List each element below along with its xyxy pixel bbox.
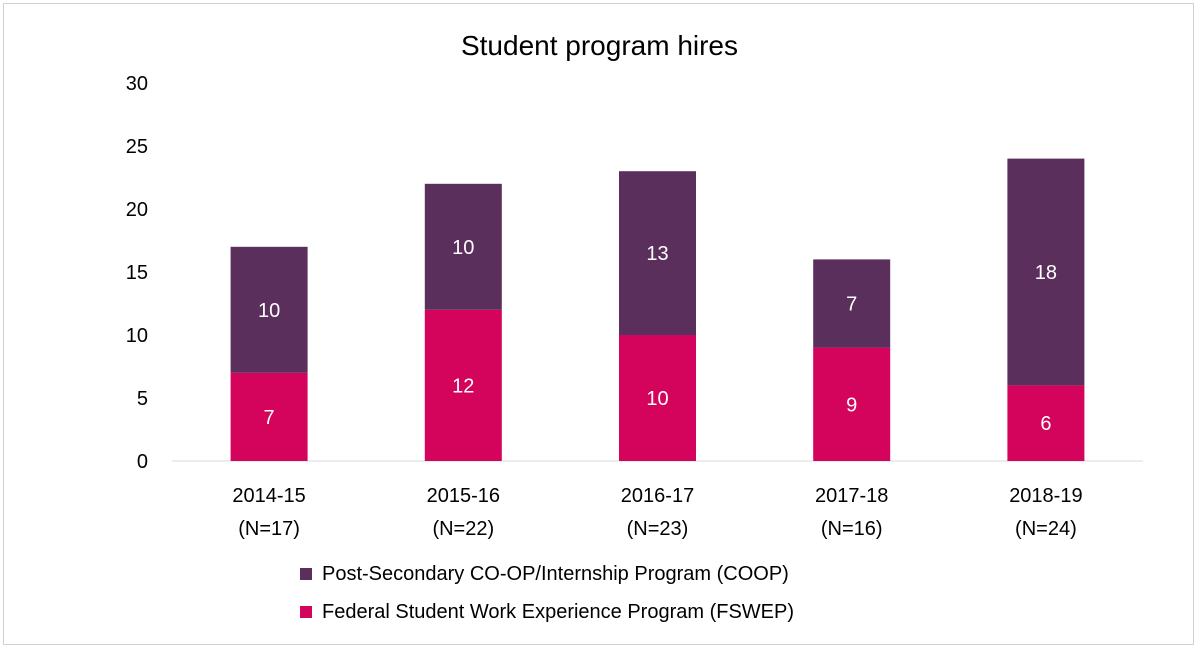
data-label: 10	[258, 300, 280, 322]
bar-segment	[619, 335, 696, 461]
bar-segment	[424, 183, 502, 310]
x-tick-label: 2017-18	[815, 485, 888, 507]
data-label: 7	[264, 407, 275, 429]
bar-segment	[813, 259, 891, 348]
y-tick-label: 0	[137, 451, 148, 473]
bar-segment	[230, 246, 308, 373]
x-tick-sublabel: (N=16)	[821, 518, 883, 540]
x-tick-label: 2018-19	[1009, 485, 1082, 507]
legend-swatch-coop	[300, 568, 312, 580]
chart-frame	[3, 3, 1194, 645]
chart-title: Student program hires	[460, 30, 739, 61]
data-label: 12	[452, 375, 474, 397]
x-tick-sublabel: (N=24)	[1015, 518, 1077, 540]
legend-item-coop: Post-Secondary CO-OP/Internship Program …	[300, 555, 794, 593]
y-tick-label: 5	[137, 388, 148, 410]
legend-swatch-fswep	[300, 606, 312, 618]
x-tick-sublabel: (N=17)	[238, 518, 300, 540]
x-tick-sublabel: (N=22)	[432, 518, 494, 540]
legend-label-coop: Post-Secondary CO-OP/Internship Program …	[322, 562, 789, 585]
y-tick-label: 15	[126, 262, 148, 284]
data-label: 6	[1040, 413, 1051, 435]
legend-label-fswep: Federal Student Work Experience Program …	[322, 600, 795, 623]
bar-segment	[424, 309, 502, 461]
x-tick-sublabel: (N=23)	[627, 518, 689, 540]
y-tick-label: 30	[126, 73, 148, 95]
legend: Post-Secondary CO-OP/Internship Program …	[300, 555, 794, 631]
y-tick-label: 20	[126, 199, 148, 221]
bar-segment	[619, 171, 696, 335]
legend-item-fswep: Federal Student Work Experience Program …	[300, 593, 794, 631]
data-label: 7	[846, 294, 857, 316]
bar-segment	[813, 347, 891, 461]
data-label: 18	[1035, 262, 1057, 284]
data-label: 10	[452, 237, 474, 259]
y-tick-label: 25	[126, 136, 148, 158]
y-tick-label: 10	[126, 325, 148, 347]
x-tick-label: 2014-15	[232, 485, 305, 507]
data-label: 9	[846, 394, 857, 416]
data-label: 10	[646, 388, 668, 410]
x-tick-label: 2016-17	[621, 485, 694, 507]
bar-segment	[230, 372, 308, 461]
x-tick-label: 2015-16	[427, 485, 500, 507]
data-label: 13	[646, 243, 668, 265]
bar-segment	[1007, 385, 1085, 461]
bar-segment	[1007, 158, 1085, 386]
